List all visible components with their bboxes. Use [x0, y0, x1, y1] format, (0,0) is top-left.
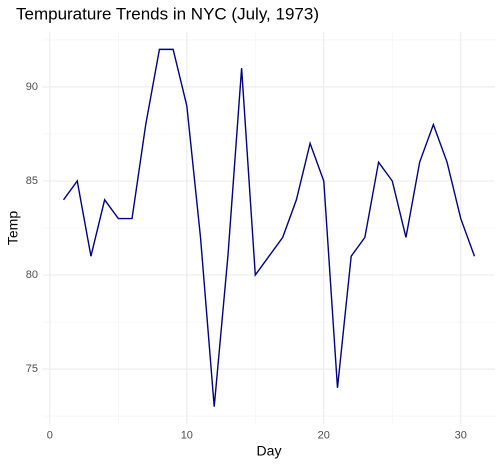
x-tick-label: 10	[181, 429, 193, 441]
y-tick-label: 90	[26, 81, 38, 93]
chart-title: Tempurature Trends in NYC (July, 1973)	[16, 4, 319, 23]
x-tick-label: 20	[318, 429, 330, 441]
x-tick-label: 0	[47, 429, 53, 441]
y-tick-label: 75	[26, 363, 38, 375]
x-axis-title: Day	[257, 443, 282, 459]
line	[62, 48, 476, 407]
y-axis-title: Temp	[5, 211, 21, 245]
x-tick-label: 30	[455, 429, 467, 441]
y-tick-label: 85	[26, 175, 38, 187]
y-tick-label: 80	[26, 269, 38, 281]
